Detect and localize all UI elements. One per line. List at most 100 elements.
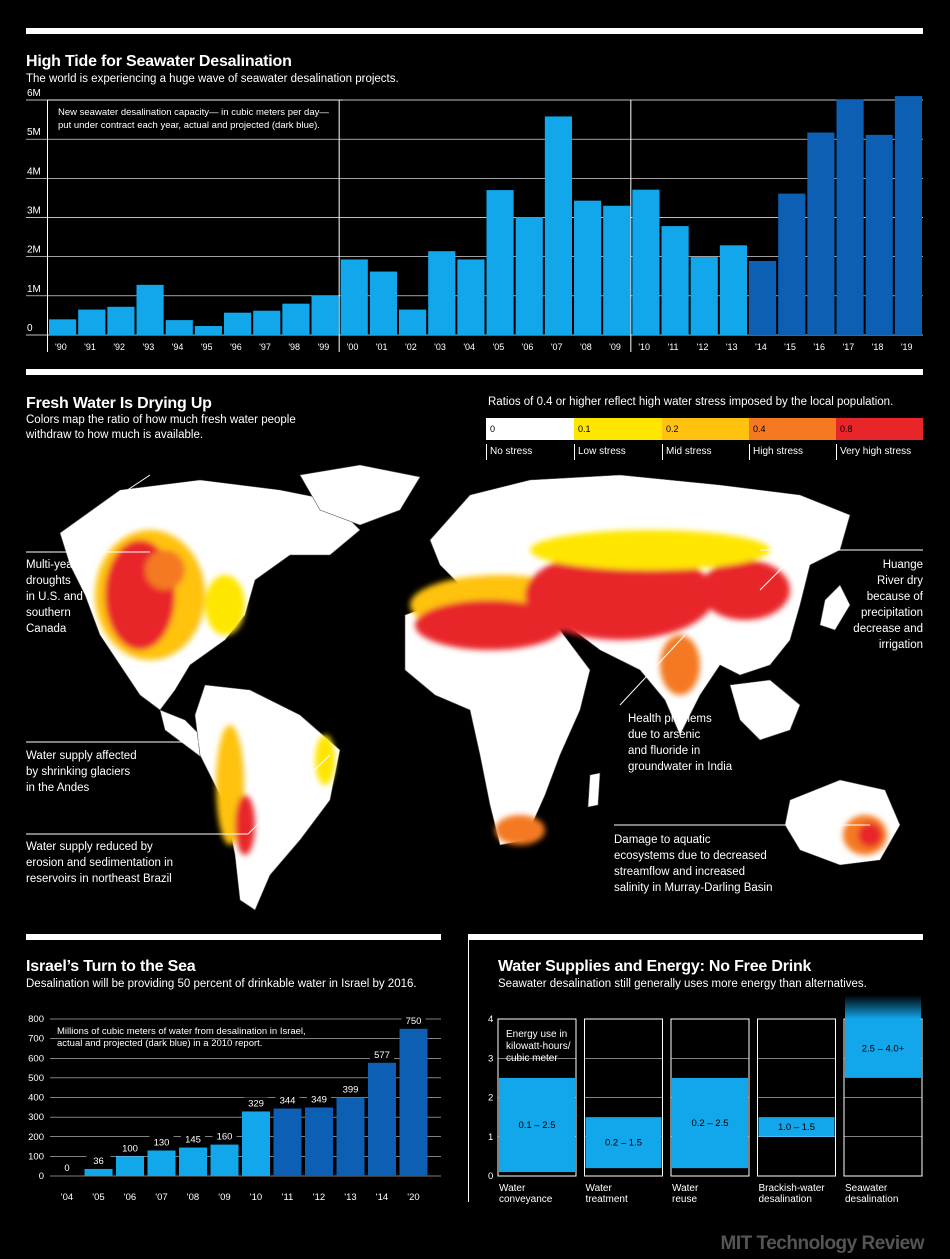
x-tick-label: '94 [172,342,184,352]
range-bar [499,1077,575,1173]
stress-sahara-red [415,600,565,650]
value-label: 399 [343,1085,359,1096]
x-tick-label: '05 [92,1192,104,1203]
x-tick-label: '07 [551,342,563,352]
energy-note-line3: cubic meter [506,1053,558,1064]
range-bar [585,1117,662,1169]
section4-top-rule [468,934,923,940]
ann-brazil-line3: reservoirs in northeast Brazil [26,873,172,885]
bar [165,320,193,335]
value-label-bg [118,1142,142,1154]
ann-huange-line1: Huange [882,559,923,571]
legend-label-0: No stress [486,444,532,460]
ann-india-line3: and fluoride in [628,745,701,757]
x-tick-label: '93 [143,342,155,352]
bar [661,226,689,335]
ann-india-line1: Health problems [628,713,712,725]
y-tick-label: 3M [27,206,41,217]
x-tick-label: '01 [376,342,388,352]
x-tick-label: '95 [201,342,213,352]
desalination-capacity-chart: 0 1M 2M 3M 4M 5M 6M '90 '91 '92 '93 '94 '95 '96 '97 '98… [26,88,923,352]
stress-us-orange [145,550,185,590]
ann-us-line1: Multi-year [26,559,77,571]
value-label-bg [275,1094,300,1106]
legend-swatch-3: 0.4 [749,418,836,440]
value-label-bg [212,1130,237,1142]
ann-huange-line4: precipitation [860,607,923,619]
japan [819,584,851,631]
x-tick-label: '15 [784,342,796,352]
southeast-asia [729,679,801,741]
value-label: 577 [374,1050,390,1061]
section4-subtitle: Seawater desalination still generally us… [498,978,867,990]
bar [147,1150,176,1176]
ann-huange-line3: because of [866,591,923,603]
section1-note-line1: New seawater desalination capacity— in c… [58,107,329,118]
x-tick-label: '91 [84,342,96,352]
legend-value-4: 0.8 [840,424,853,434]
value-label: 329 [248,1098,264,1109]
bar [242,1111,270,1176]
value-label-bg [55,1162,79,1173]
category-label: Brackish-water [759,1183,826,1194]
ann-andes-line2: by shrinking glaciers [26,766,131,778]
y-tick-label: 0 [27,323,33,334]
bar [836,99,864,335]
y-tick-label: 400 [28,1093,44,1104]
section3-note-line1: Millions of cubic meters of water from d… [57,1026,306,1037]
leader-india [619,634,686,706]
y-tick-label: 2 [488,1093,493,1104]
annotation-leaders [26,474,923,835]
energy-note: Energy use in kilowatt-hours/ cubic mete… [506,1029,570,1065]
bar [273,1108,302,1176]
bar [399,1028,428,1176]
annotation-us-droughts: Multi-year droughts in U.S. and southern… [26,557,83,637]
legend-swatch-4: 0.8 [836,418,923,440]
bar [369,271,397,335]
value-label: 750 [406,1016,422,1027]
bar [457,259,485,335]
ann-brazil-line1: Water supply reduced by [26,841,153,853]
stress-australia-red [858,823,882,847]
legend-value-1: 0.1 [578,424,591,434]
section3-top-rule [26,934,441,940]
bar [544,116,572,335]
value-label: 100 [122,1143,138,1154]
x-tick-label: '08 [187,1192,199,1203]
leader-brazil-2 [247,754,331,835]
legend-swatch-0: 0 [486,418,574,440]
bar [311,295,339,335]
bar [340,259,368,335]
bar [194,325,222,335]
bar [224,312,252,335]
ann-murray-line4: salinity in Murray-Darling Basin [614,882,773,894]
x-tick-label: '06 [124,1192,136,1203]
value-label-bg [370,1048,394,1060]
bar [428,251,456,335]
value-label: 145 [185,1135,201,1146]
category-label: desalination [759,1194,812,1205]
ann-andes-line1: Water supply affected [26,750,137,762]
ann-us-line2: droughts [26,575,71,587]
x-tick-label: '98 [288,342,300,352]
annotation-andes: Water supply affected by shrinking glaci… [26,748,137,796]
bar [749,260,777,335]
x-tick-label: '99 [318,342,330,352]
bar [305,1107,333,1176]
section4-left-rule [468,934,469,1202]
x-tick-label: '17 [843,342,855,352]
x-tick-label: '18 [872,342,884,352]
bar [78,309,106,335]
value-label-bg [86,1154,111,1166]
range-bar [845,1019,921,1078]
bar [179,1147,207,1176]
y-tick-label: 1 [488,1132,493,1143]
annotation-murray: Damage to aquatic ecosystems due to decr… [614,832,773,896]
ann-murray-line1: Damage to aquatic [614,834,711,846]
value-label-bg [244,1097,268,1109]
bar [865,134,893,335]
category-label: Water [499,1183,526,1194]
x-tick-label: '13 [726,342,738,352]
x-tick-label: '05 [493,342,505,352]
